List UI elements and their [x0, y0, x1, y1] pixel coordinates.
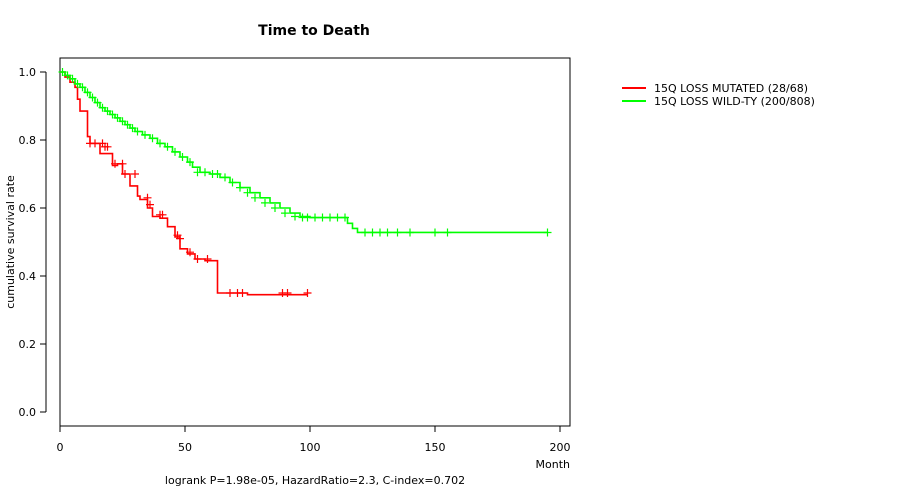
censor-mark — [113, 113, 122, 122]
censor-mark — [283, 289, 292, 297]
censor-mark — [238, 289, 247, 297]
survival-curve-1 — [60, 71, 548, 234]
x-tick-label: 100 — [300, 441, 321, 454]
censor-mark — [128, 124, 137, 133]
censor-mark — [368, 228, 377, 237]
censor-mark — [291, 212, 299, 221]
series-layer — [58, 68, 552, 297]
censor-mark — [186, 248, 194, 257]
y-tick-label: 0.8 — [19, 134, 37, 147]
x-tick-label: 150 — [425, 441, 446, 454]
censor-mark — [261, 198, 269, 207]
censor-mark — [73, 79, 82, 88]
censor-mark — [176, 234, 184, 243]
censor-mark — [186, 158, 194, 167]
censor-mark — [213, 170, 222, 178]
censor-mark — [83, 88, 92, 97]
censor-mark — [111, 159, 119, 168]
censor-mark — [203, 255, 212, 263]
censor-mark — [178, 153, 187, 161]
x-tick-label: 200 — [550, 441, 571, 454]
censor-mark — [221, 173, 229, 182]
censor-mark — [543, 228, 552, 237]
censor-mark — [123, 120, 132, 129]
y-tick-label: 0.6 — [19, 202, 37, 215]
censor-mark — [431, 228, 439, 237]
censor-mark — [303, 289, 312, 297]
censor-mark — [143, 193, 152, 202]
legend-label-wildtype: 15Q LOSS WILD-TY (200/808) — [654, 95, 815, 108]
censor-mark — [156, 139, 164, 148]
censor-mark — [333, 213, 342, 222]
censor-mark — [383, 228, 392, 237]
x-axis: 0 50 100 150 200 — [57, 425, 571, 454]
censor-mark — [163, 142, 172, 151]
censor-mark — [236, 183, 244, 192]
censor-mark — [318, 213, 327, 222]
censor-mark — [98, 103, 107, 112]
censor-mark — [118, 117, 127, 126]
censor-mark — [93, 98, 102, 107]
censor-mark — [281, 209, 289, 218]
censor-mark — [103, 107, 112, 116]
censor-mark — [193, 168, 202, 177]
censor-mark — [148, 134, 157, 143]
survival-curve-0 — [60, 71, 308, 296]
censor-mark — [193, 255, 202, 263]
censor-mark — [271, 204, 279, 212]
legend: 15Q LOSS MUTATED (28/68) 15Q LOSS WILD-T… — [622, 82, 815, 108]
censor-mark — [118, 159, 127, 168]
x-axis-label: Month — [536, 458, 571, 471]
censor-mark — [326, 213, 334, 222]
censor-mark — [201, 168, 209, 177]
plot-frame — [59, 57, 571, 427]
censor-mark — [68, 74, 77, 83]
y-tick-label: 0.2 — [19, 338, 37, 351]
censor-mark — [78, 83, 87, 92]
legend-label-mutated: 15Q LOSS MUTATED (28/68) — [654, 82, 808, 95]
censor-mark — [108, 110, 117, 119]
censor-mark — [393, 228, 402, 237]
censor-mark — [146, 200, 154, 209]
censor-mark — [443, 228, 452, 237]
censor-mark — [361, 228, 369, 237]
censor-mark — [63, 71, 72, 80]
censor-mark — [341, 213, 349, 222]
censor-mark — [91, 139, 99, 148]
y-tick-label: 0.0 — [19, 406, 37, 419]
censor-mark — [228, 178, 237, 187]
censor-mark — [406, 228, 414, 237]
censor-mark — [311, 213, 319, 222]
censor-mark — [376, 228, 384, 237]
chart-title: Time to Death — [258, 23, 370, 39]
censor-mark — [226, 289, 234, 297]
censor-mark — [158, 210, 167, 219]
censor-mark — [88, 93, 97, 102]
censor-mark — [141, 130, 149, 139]
stats-annotation: logrank P=1.98e-05, HazardRatio=2.3, C-i… — [165, 474, 465, 487]
y-axis: 0.0 0.2 0.4 0.6 0.8 1.0 — [19, 66, 47, 419]
censor-mark — [133, 127, 142, 136]
censor-mark — [251, 193, 259, 202]
censor-mark — [121, 170, 129, 178]
censor-mark — [303, 213, 312, 222]
y-tick-label: 1.0 — [19, 66, 37, 79]
y-axis-label: cumulative survival rate — [4, 175, 17, 309]
censor-mark — [58, 68, 67, 76]
x-tick-label: 50 — [178, 441, 192, 454]
y-tick-label: 0.4 — [19, 270, 37, 283]
censor-mark — [103, 142, 112, 151]
censor-mark — [243, 188, 252, 197]
censor-mark — [131, 170, 139, 178]
x-tick-label: 0 — [57, 441, 64, 454]
censor-mark — [171, 147, 179, 156]
